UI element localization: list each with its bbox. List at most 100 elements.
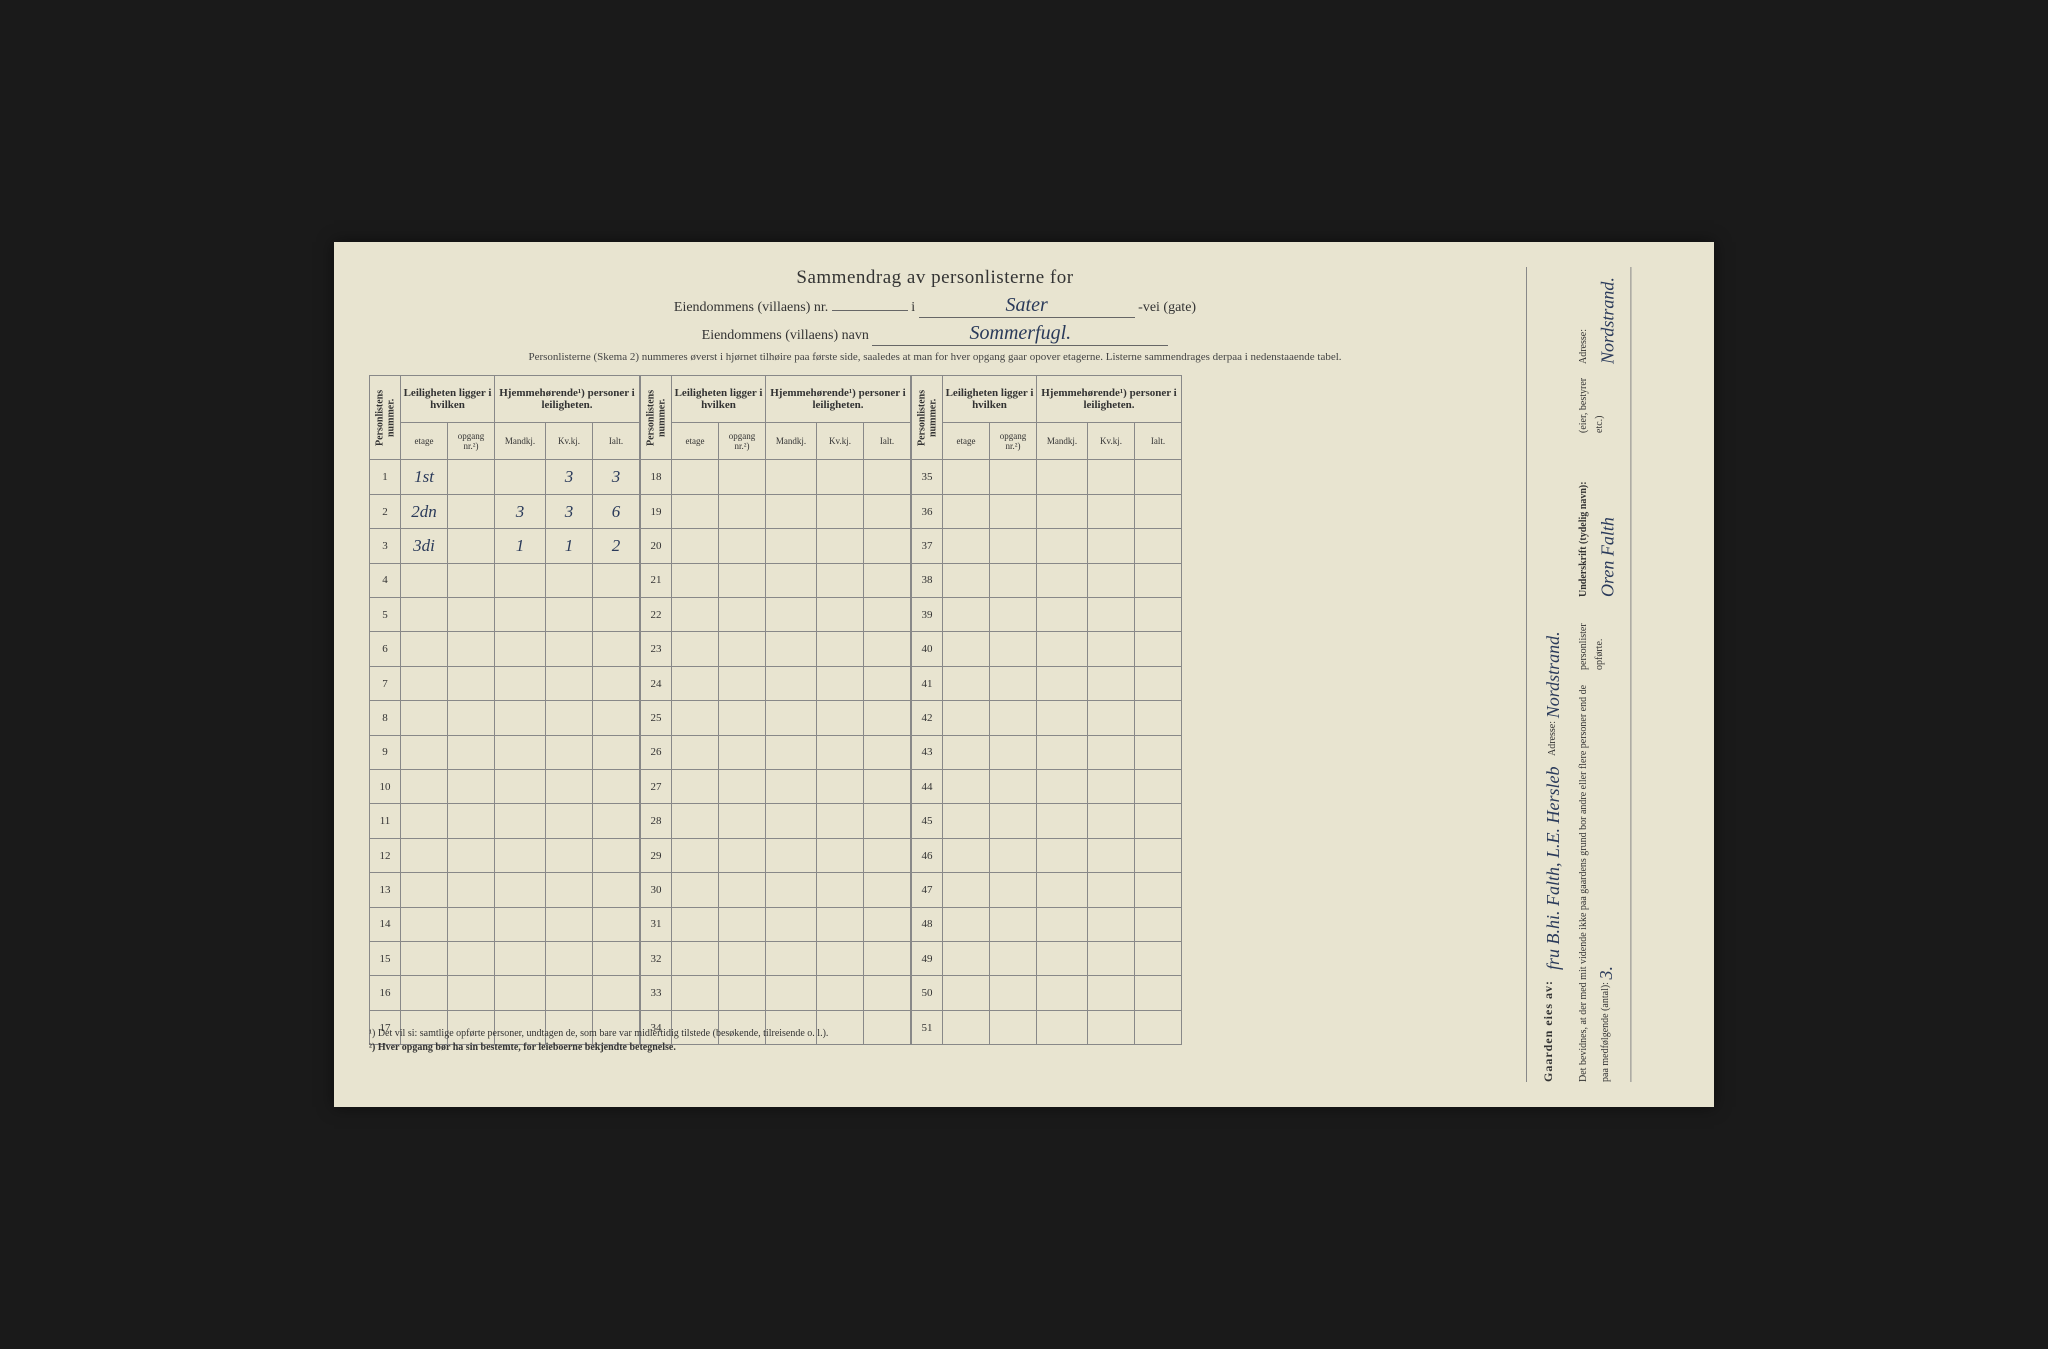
cell: [1135, 838, 1182, 872]
cell: [817, 563, 864, 597]
row-number: 16: [370, 976, 401, 1010]
cell: [546, 907, 593, 941]
gaarden-value: fru B.hi. Falth, L.E. Hersleb: [1539, 767, 1568, 971]
cell: [766, 632, 817, 666]
cell: [943, 563, 990, 597]
adresse2-value: Nordstrand.: [1597, 277, 1617, 364]
cell: [864, 942, 911, 976]
cell: [817, 770, 864, 804]
cell: [719, 838, 766, 872]
cell: 3: [593, 460, 640, 494]
cell: 1: [546, 529, 593, 563]
row-number: 51: [912, 1010, 943, 1045]
table-row: 18: [641, 460, 911, 494]
cell: [864, 701, 911, 735]
row-number: 25: [641, 701, 672, 735]
cell: [864, 907, 911, 941]
cell: [1088, 701, 1135, 735]
cell: [766, 907, 817, 941]
table-row: 41: [912, 666, 1182, 700]
cell: [817, 632, 864, 666]
cell: [1088, 804, 1135, 838]
cell: [990, 735, 1037, 769]
cell: [1135, 770, 1182, 804]
cell: [401, 804, 448, 838]
row-number: 36: [912, 494, 943, 528]
cell: [943, 770, 990, 804]
table-row: 20: [641, 529, 911, 563]
cell: [1088, 563, 1135, 597]
cell: [1135, 563, 1182, 597]
table-row: 47: [912, 873, 1182, 907]
cell: [766, 666, 817, 700]
cell: [719, 907, 766, 941]
cell: [990, 563, 1037, 597]
row-number: 29: [641, 838, 672, 872]
property-name-line: Eiendommens (villaens) navn Sommerfugl.: [369, 322, 1501, 346]
row-number: 24: [641, 666, 672, 700]
cell: [1088, 976, 1135, 1010]
table-row: 14: [370, 907, 640, 941]
cell: [448, 494, 495, 528]
cell: [817, 666, 864, 700]
cell: [1135, 873, 1182, 907]
cell: [593, 804, 640, 838]
cell: [1088, 942, 1135, 976]
cell: [1037, 701, 1088, 735]
cell: [864, 632, 911, 666]
cell: [943, 1010, 990, 1045]
cell: [943, 838, 990, 872]
cell: 3: [495, 494, 546, 528]
cell: [448, 942, 495, 976]
cell: [401, 770, 448, 804]
cell: [990, 942, 1037, 976]
cell: [943, 701, 990, 735]
table-row: 22: [641, 598, 911, 632]
cell: [546, 632, 593, 666]
cell: [401, 907, 448, 941]
row-number: 2: [370, 494, 401, 528]
cell: [401, 563, 448, 597]
cell: [546, 666, 593, 700]
row-number: 44: [912, 770, 943, 804]
street-handwritten: Sater: [919, 294, 1135, 318]
table-row: 26: [641, 735, 911, 769]
table-row: 12: [370, 838, 640, 872]
row-number: 13: [370, 873, 401, 907]
title: Sammendrag av personlisterne for: [369, 267, 1501, 289]
row-number: 33: [641, 976, 672, 1010]
cell: [990, 1010, 1037, 1045]
cell: [766, 494, 817, 528]
row-number: 19: [641, 494, 672, 528]
cell: [1135, 529, 1182, 563]
cell: [990, 529, 1037, 563]
cell: [546, 942, 593, 976]
cell: [448, 460, 495, 494]
cell: [943, 804, 990, 838]
row-number: 4: [370, 563, 401, 597]
row-number: 42: [912, 701, 943, 735]
table-row: 19: [641, 494, 911, 528]
cell: [766, 598, 817, 632]
cell: 2: [593, 529, 640, 563]
table-row: 36: [912, 494, 1182, 528]
table-row: 42: [912, 701, 1182, 735]
row-number: 35: [912, 460, 943, 494]
table-row: 28: [641, 804, 911, 838]
cell: [593, 632, 640, 666]
cell: [448, 735, 495, 769]
cell: [495, 976, 546, 1010]
cell: [1037, 529, 1088, 563]
cell: [990, 804, 1037, 838]
row-number: 27: [641, 770, 672, 804]
cell: [672, 529, 719, 563]
table-row: 40: [912, 632, 1182, 666]
table-row: 11st33: [370, 460, 640, 494]
cell: [817, 494, 864, 528]
cell: [546, 976, 593, 1010]
cell: [448, 701, 495, 735]
cell: [817, 907, 864, 941]
property-number-line: Eiendommens (villaens) nr. i Sater -vei …: [369, 294, 1501, 318]
cell: 3: [546, 494, 593, 528]
row-number: 45: [912, 804, 943, 838]
